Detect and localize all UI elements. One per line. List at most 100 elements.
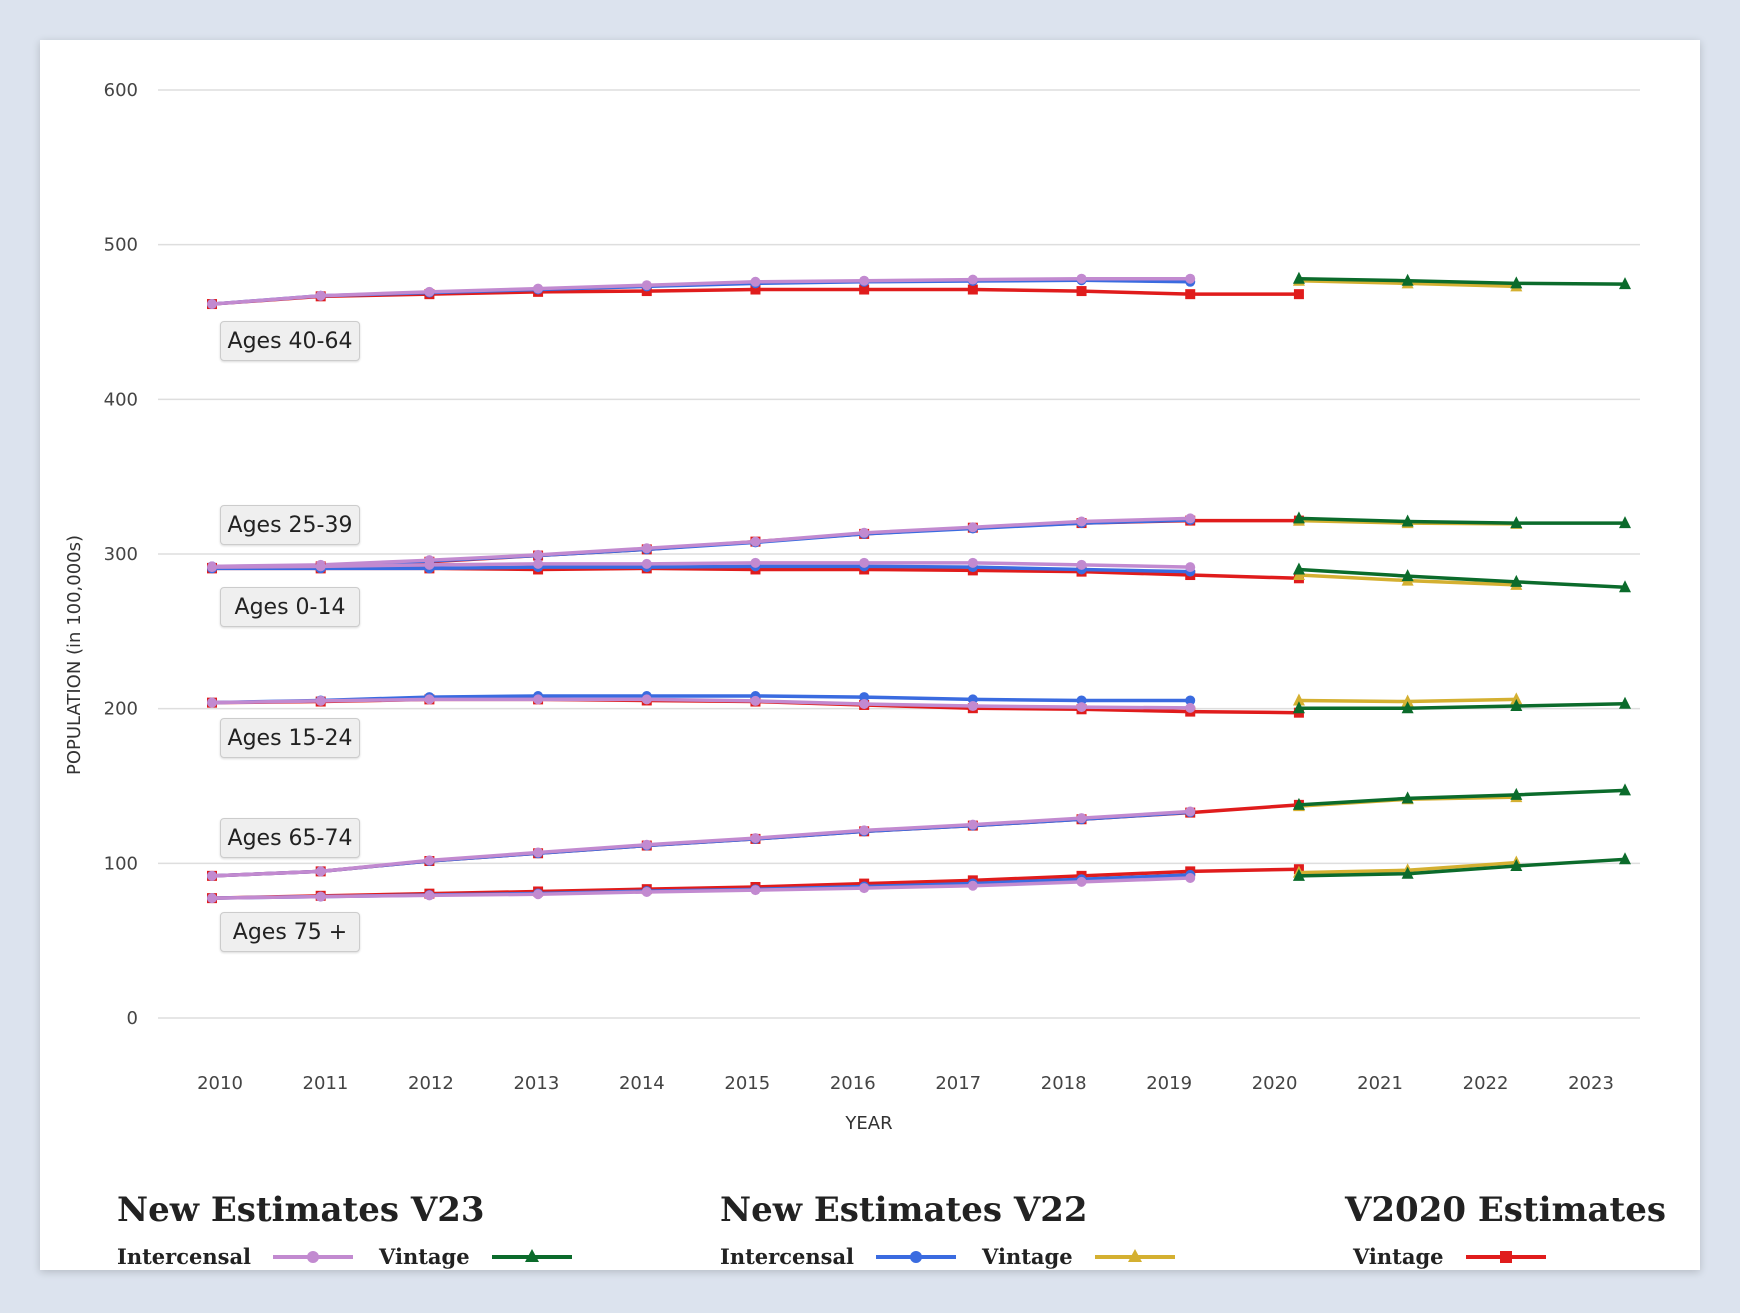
data-point-v23_intercensal — [315, 290, 326, 301]
data-point-v23_vintage — [1292, 562, 1305, 575]
data-point-v23_vintage — [1510, 516, 1523, 529]
data-point-v23_intercensal — [967, 880, 978, 891]
data-point-v23_vintage — [1619, 516, 1631, 529]
series-line-v23_intercensal — [211, 516, 1191, 569]
age-label-75-plus: Ages 75 + — [220, 912, 360, 952]
age-label-15-24: Ages 15-24 — [220, 718, 360, 758]
data-point-v23_intercensal — [750, 833, 761, 844]
data-point-v23_intercensal — [967, 557, 978, 568]
line-chart: 0 100 200 300 400 500 600 2010 2011 2012 2013 2014 2… — [64, 80, 1640, 1134]
series-line-v23_intercensal — [211, 876, 1191, 900]
data-point-v23_intercensal — [859, 275, 870, 286]
data-point-v23_intercensal — [1185, 513, 1196, 524]
data-point-v23_vintage — [1510, 699, 1523, 712]
data-point-v23_vintage — [1401, 866, 1414, 879]
data-point-v23_intercensal — [533, 847, 544, 858]
series-line-v23_intercensal — [211, 697, 1191, 710]
data-point-v23_vintage — [1401, 514, 1414, 527]
x-tick-label: 2022 — [1463, 1073, 1509, 1094]
data-point-v23_intercensal — [1185, 873, 1196, 884]
legend-swatch-v22-intercensal[interactable] — [876, 1247, 957, 1267]
data-point-v23_intercensal — [859, 883, 870, 894]
data-point-v23_intercensal — [1076, 273, 1087, 284]
series-line-v23_intercensal — [211, 276, 1191, 306]
legend-v23: New Estimates V23 Intercensal Vintage — [117, 1190, 598, 1269]
data-point-v23_intercensal — [750, 885, 761, 896]
age-label-25-39: Ages 25-39 — [220, 505, 360, 545]
data-point-v22_intercensal — [1185, 695, 1196, 706]
data-point-v23_intercensal — [750, 536, 761, 547]
y-tick-label: 0 — [127, 1008, 138, 1029]
data-point-v23_intercensal — [967, 274, 978, 285]
x-tick-label: 2015 — [724, 1073, 770, 1094]
data-point-v23_intercensal — [859, 699, 870, 710]
data-point-v23_intercensal — [1185, 562, 1196, 573]
data-point-v23_intercensal — [967, 522, 978, 533]
legend-swatch-v23-intercensal[interactable] — [273, 1247, 354, 1267]
data-point-v23_vintage — [1510, 276, 1523, 289]
data-point-v23_intercensal — [641, 839, 652, 850]
data-point-v2020_vintage — [1293, 289, 1304, 300]
data-point-v23_intercensal — [424, 890, 435, 901]
data-point-v23_vintage — [1619, 580, 1631, 593]
y-tick-label: 300 — [104, 544, 138, 565]
x-tick-label: 2020 — [1252, 1073, 1298, 1094]
data-point-v2020_vintage — [1185, 289, 1196, 300]
data-point-v23_intercensal — [424, 559, 435, 570]
y-tick-label: 400 — [104, 389, 138, 410]
age-label-40-64: Ages 40-64 — [220, 321, 360, 361]
legend-label: Intercensal — [720, 1244, 855, 1269]
data-point-v23_intercensal — [967, 701, 978, 712]
data-point-v23_intercensal — [207, 562, 217, 573]
data-point-v23_intercensal — [533, 889, 544, 900]
data-point-v23_intercensal — [641, 694, 652, 705]
legend-label: Vintage — [379, 1244, 470, 1269]
legend-label: Intercensal — [117, 1244, 252, 1269]
data-point-v23_vintage — [1401, 273, 1414, 286]
series-line-v23_intercensal — [211, 809, 1191, 878]
data-point-v23_vintage — [1292, 868, 1305, 881]
data-point-v23_intercensal — [750, 695, 761, 706]
legend-title: New Estimates V23 — [117, 1190, 485, 1230]
legend-swatch-v22-vintage[interactable] — [1094, 1247, 1175, 1267]
data-point-v23_vintage — [1292, 797, 1305, 810]
x-tick-label: 2012 — [408, 1073, 454, 1094]
age-label-0-14: Ages 0-14 — [220, 587, 360, 627]
data-point-v23_intercensal — [424, 694, 435, 705]
data-point-v23_intercensal — [315, 561, 326, 572]
data-point-v23_intercensal — [859, 527, 870, 538]
data-point-v23_intercensal — [207, 299, 217, 310]
data-point-v22_vintage — [1292, 693, 1305, 706]
chart-card: 0 100 200 300 400 500 600 2010 2011 2012 2013 2014 2… — [40, 40, 1700, 1270]
data-point-v23_intercensal — [1076, 876, 1087, 887]
series-line-v22_intercensal — [212, 564, 1191, 574]
legend-label: Vintage — [1353, 1244, 1444, 1269]
data-point-v23_vintage — [1401, 569, 1414, 582]
data-point-v23_vintage — [1401, 791, 1414, 804]
data-point-v23_vintage — [1619, 277, 1631, 290]
data-point-v23_vintage — [1510, 787, 1523, 800]
data-point-v23_intercensal — [641, 280, 652, 291]
data-point-v22_vintage — [1401, 694, 1414, 707]
data-point-v22_intercensal — [859, 692, 870, 703]
data-point-v23_intercensal — [1185, 806, 1196, 817]
data-point-v23_intercensal — [533, 549, 544, 560]
data-point-v23_intercensal — [750, 276, 761, 287]
x-tick-label: 2018 — [1041, 1073, 1087, 1094]
data-point-v23_intercensal — [1076, 702, 1087, 713]
age-label-65-74: Ages 65-74 — [220, 818, 360, 858]
legend-swatch-v2020-vintage[interactable] — [1465, 1247, 1546, 1267]
data-point-v23_intercensal — [533, 283, 544, 294]
data-point-v23_intercensal — [1185, 702, 1196, 713]
data-point-v2020_vintage — [967, 284, 978, 295]
data-point-v23_intercensal — [1185, 273, 1196, 284]
data-point-v23_vintage — [1619, 696, 1631, 709]
data-point-v23_intercensal — [315, 695, 326, 706]
data-point-v23_intercensal — [641, 558, 652, 569]
data-point-v23_vintage — [1619, 783, 1631, 796]
legend-swatch-v23-vintage[interactable] — [491, 1247, 572, 1267]
y-axis-title: POPULATION (in 100,000s) — [64, 535, 85, 775]
data-point-v23_intercensal — [207, 870, 217, 881]
legend-title: New Estimates V22 — [720, 1190, 1088, 1230]
data-point-v23_intercensal — [424, 286, 435, 297]
